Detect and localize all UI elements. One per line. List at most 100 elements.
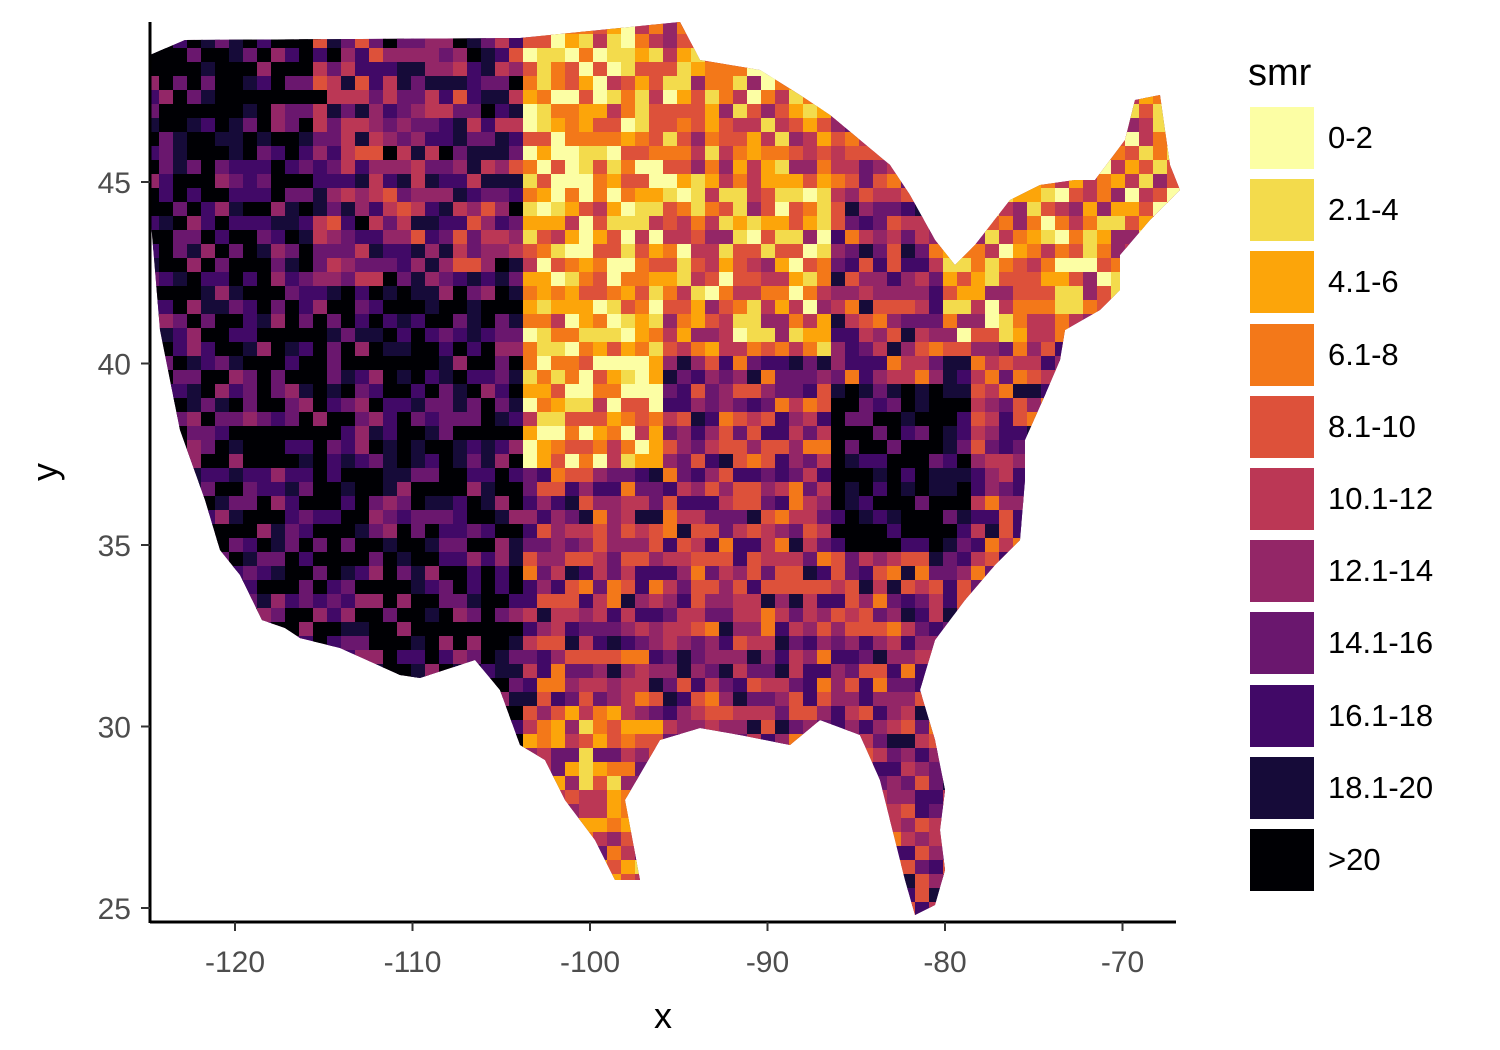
county-tile xyxy=(677,902,699,915)
county-tile xyxy=(383,860,404,880)
county-tile xyxy=(1153,440,1174,461)
county-tile xyxy=(1167,622,1180,637)
county-tile xyxy=(873,286,887,303)
county-tile xyxy=(999,62,1017,77)
county-tile xyxy=(187,706,205,724)
county-tile xyxy=(677,776,691,796)
county-tile xyxy=(649,244,666,259)
county-tile xyxy=(663,566,679,580)
county-tile xyxy=(1083,538,1097,556)
county-tile xyxy=(803,846,821,861)
county-tile xyxy=(999,706,1013,721)
county-tile xyxy=(187,202,202,217)
county-tile xyxy=(943,664,957,678)
county-tile xyxy=(845,468,860,484)
county-tile xyxy=(495,916,515,933)
county-tile xyxy=(1153,300,1176,318)
county-tile xyxy=(425,230,439,247)
county-tile xyxy=(789,62,804,76)
county-tile xyxy=(1097,104,1117,119)
county-tile xyxy=(425,916,440,936)
county-tile xyxy=(495,762,509,778)
county-tile xyxy=(1167,104,1180,119)
county-tile xyxy=(243,776,265,790)
legend-swatch xyxy=(1248,466,1316,533)
county-tile xyxy=(761,762,780,777)
county-tile xyxy=(1083,468,1104,482)
county-tile xyxy=(859,874,877,892)
county-tile xyxy=(1083,650,1105,667)
county-tile xyxy=(565,860,587,880)
county-tile xyxy=(1097,650,1113,667)
county-tile xyxy=(481,706,504,725)
county-tile xyxy=(523,440,538,456)
county-tile xyxy=(285,748,302,762)
county-tile xyxy=(761,692,776,706)
county-tile xyxy=(1013,552,1032,573)
county-tile xyxy=(971,678,993,698)
county-tile xyxy=(1111,62,1134,77)
county-tile xyxy=(355,650,370,665)
county-tile xyxy=(150,342,161,363)
county-tile xyxy=(201,748,220,768)
county-tile xyxy=(901,62,923,77)
county-tile xyxy=(1027,426,1041,446)
county-tile xyxy=(677,62,693,76)
county-tile xyxy=(285,216,299,233)
county-tile xyxy=(761,874,784,889)
county-tile xyxy=(1153,202,1175,223)
county-tile xyxy=(1167,76,1180,95)
county-tile xyxy=(943,90,963,109)
county-tile xyxy=(173,902,195,915)
county-tile xyxy=(649,888,668,906)
county-tile xyxy=(1069,748,1085,762)
county-tile xyxy=(901,300,917,314)
county-tile xyxy=(873,48,891,64)
county-tile xyxy=(1069,776,1089,797)
county-tile xyxy=(1153,762,1169,778)
county-tile xyxy=(1097,426,1114,440)
county-tile xyxy=(915,272,929,287)
county-tile xyxy=(649,356,663,372)
county-tile xyxy=(957,62,974,76)
county-tile xyxy=(719,874,738,893)
county-tile xyxy=(229,902,246,915)
county-tile xyxy=(1139,650,1159,669)
county-tile xyxy=(1013,846,1030,863)
county-tile xyxy=(579,902,601,915)
county-tile xyxy=(747,314,761,329)
county-tile xyxy=(775,818,789,839)
county-tile xyxy=(327,804,341,823)
legend-item: 12.1-14 xyxy=(1248,535,1488,607)
county-tile xyxy=(327,76,341,90)
county-tile xyxy=(943,692,965,706)
county-tile xyxy=(789,846,809,864)
county-tile xyxy=(1153,412,1170,429)
county-tile xyxy=(369,706,386,724)
county-tile xyxy=(299,748,314,765)
county-tile xyxy=(243,664,265,678)
county-tile xyxy=(1181,216,1201,237)
county-tile xyxy=(150,762,167,782)
county-tile xyxy=(789,202,803,217)
county-tile xyxy=(761,468,775,482)
county-tile xyxy=(1181,132,1197,147)
county-tile xyxy=(789,22,811,35)
county-tile xyxy=(789,818,810,838)
county-tile xyxy=(1111,342,1125,357)
county-tile xyxy=(1013,342,1027,359)
county-tile xyxy=(761,90,778,106)
county-tile xyxy=(397,328,414,345)
county-tile xyxy=(159,720,174,738)
county-tile xyxy=(663,734,680,755)
county-tile xyxy=(411,622,426,638)
county-tile xyxy=(789,804,808,824)
county-tile xyxy=(1097,664,1112,683)
county-tile xyxy=(1125,818,1142,833)
county-tile xyxy=(649,790,672,808)
county-tile xyxy=(565,174,582,188)
county-tile xyxy=(607,776,621,792)
county-tile xyxy=(159,580,173,595)
county-tile xyxy=(971,426,986,441)
county-tile xyxy=(845,230,863,248)
